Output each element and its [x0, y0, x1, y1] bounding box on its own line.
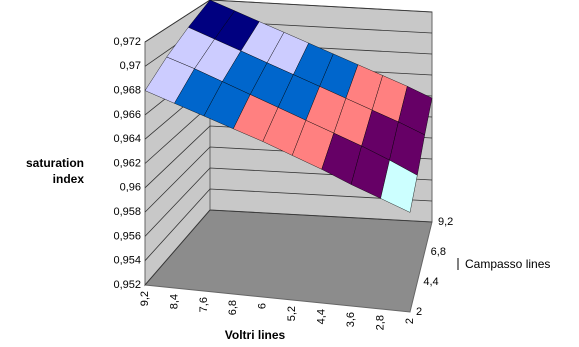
- x-tick-label: 6,8: [227, 300, 239, 315]
- z-tick-label: 0,954: [113, 255, 141, 267]
- grid-line: [144, 188, 433, 261]
- z-tick-label: 0,96: [120, 182, 141, 194]
- z-tick-label: 0,952: [113, 279, 141, 291]
- surface-cell: [380, 159, 418, 213]
- x-tick-label: 8,4: [168, 294, 180, 309]
- y-tick-label: 4,4: [423, 276, 438, 288]
- z-tick-label: 0,964: [113, 133, 141, 145]
- z-tick-label: 0,972: [113, 36, 141, 48]
- z-tick-label: 0,956: [113, 230, 141, 242]
- z-tick-label: 0,962: [113, 157, 141, 169]
- z-tick-label: 0,968: [113, 85, 141, 97]
- x-axis-title: Voltri lines: [225, 328, 286, 342]
- plot: 0,952 0,954 0,956 0,958 0,96 0,962 0,964 0,966 0…: [113, 0, 453, 330]
- x-tick-label: 5,2: [286, 306, 298, 321]
- y-tick-label: 6,8: [431, 246, 446, 258]
- z-tick-label: 0,966: [113, 109, 141, 121]
- x-tick-label: 7,6: [198, 297, 210, 312]
- x-tick-label: 2,8: [375, 315, 387, 330]
- x-tick-label: 2: [404, 318, 416, 324]
- x-tick-label: 6: [257, 303, 269, 309]
- grid-line: [144, 0, 433, 43]
- z-tick-label: 0,97: [120, 60, 141, 72]
- y-axis-title: Campasso lines: [465, 257, 550, 271]
- x-tick-label: 9,2: [139, 291, 151, 306]
- grid-line: [144, 209, 433, 286]
- y-tick-label: 9,2: [438, 216, 453, 228]
- x-tick-label: 3,6: [345, 312, 357, 327]
- y-tick-label: 2: [416, 306, 422, 318]
- x-tick-label: 4,4: [316, 309, 328, 324]
- z-tick-label: 0,958: [113, 206, 141, 218]
- z-axis-title: saturation index: [25, 156, 84, 186]
